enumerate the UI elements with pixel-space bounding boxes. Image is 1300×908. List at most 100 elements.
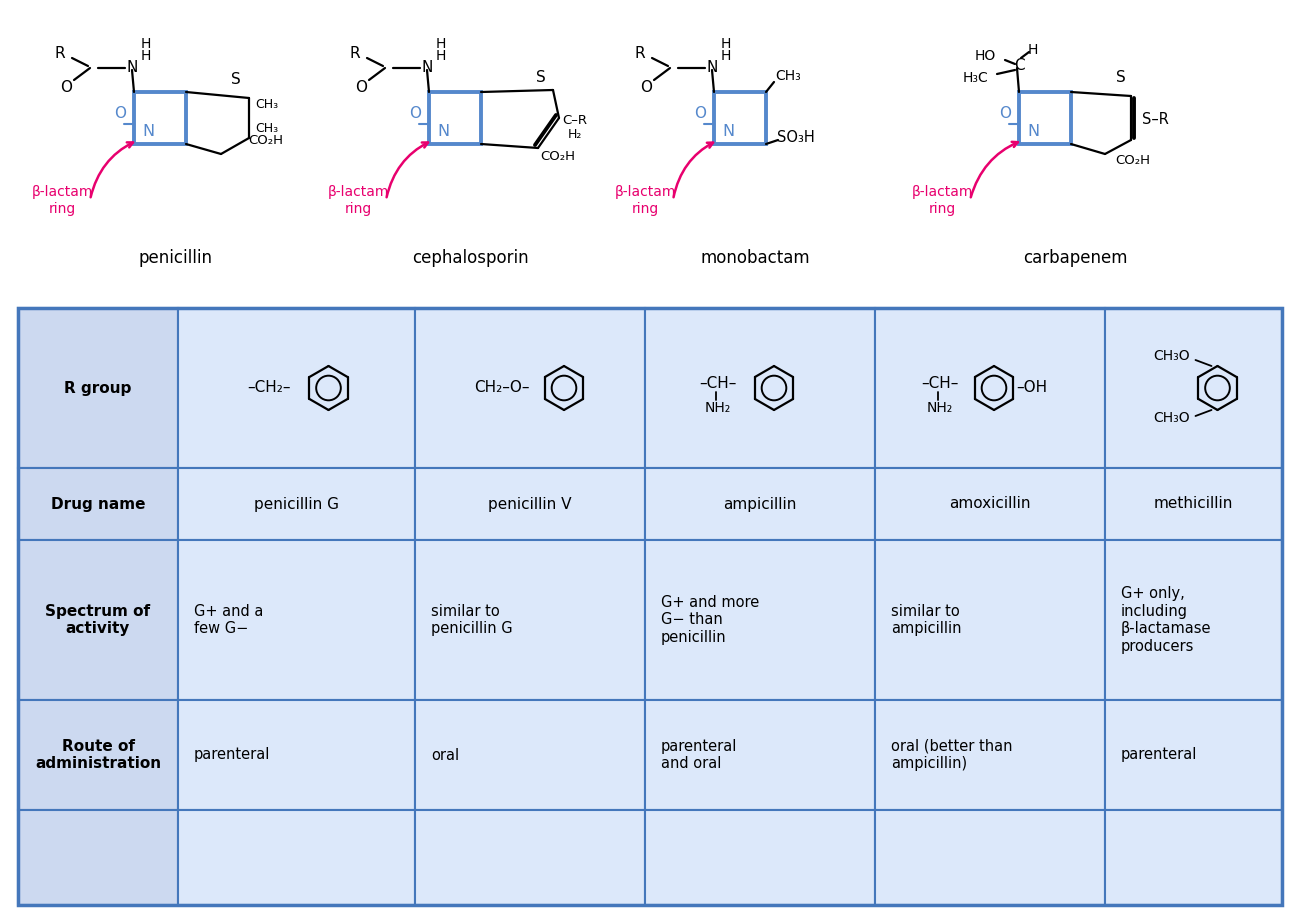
Text: G+ only,
including
β-lactamase
producers: G+ only, including β-lactamase producers xyxy=(1121,587,1212,654)
Text: β-lactam: β-lactam xyxy=(911,185,972,199)
Bar xyxy=(875,540,1105,700)
Bar xyxy=(178,540,415,700)
Text: O: O xyxy=(998,106,1011,122)
Text: HO: HO xyxy=(975,49,996,63)
Text: O: O xyxy=(640,81,653,95)
Text: cephalosporin: cephalosporin xyxy=(412,249,528,267)
Bar xyxy=(415,468,645,540)
Text: S: S xyxy=(1117,71,1126,85)
Text: penicillin V: penicillin V xyxy=(489,497,572,511)
Text: carbapenem: carbapenem xyxy=(1023,249,1127,267)
Bar xyxy=(875,700,1105,810)
Bar xyxy=(645,308,875,468)
Bar xyxy=(415,540,645,700)
Text: S: S xyxy=(536,71,546,85)
Bar xyxy=(178,308,415,468)
Text: N: N xyxy=(421,61,433,75)
Text: amoxicillin: amoxicillin xyxy=(949,497,1031,511)
Bar xyxy=(18,308,1282,905)
Text: monobactam: monobactam xyxy=(701,249,810,267)
Text: CH₃: CH₃ xyxy=(255,122,278,135)
Text: O: O xyxy=(114,106,126,122)
Bar xyxy=(1105,540,1282,700)
Text: C: C xyxy=(1014,58,1024,74)
Bar xyxy=(18,540,178,700)
Bar xyxy=(429,92,481,144)
Text: O: O xyxy=(355,81,367,95)
Text: ring: ring xyxy=(344,202,372,216)
Text: R: R xyxy=(55,46,65,62)
Text: β-lactam: β-lactam xyxy=(328,185,389,199)
Bar xyxy=(875,810,1105,905)
Text: N: N xyxy=(126,61,138,75)
Bar xyxy=(645,540,875,700)
Text: H: H xyxy=(720,37,731,51)
Text: oral (better than
ampicillin): oral (better than ampicillin) xyxy=(891,739,1013,771)
Text: R: R xyxy=(634,46,645,62)
Text: similar to
ampicillin: similar to ampicillin xyxy=(891,604,962,637)
Text: CH₃O: CH₃O xyxy=(1153,411,1190,425)
Bar xyxy=(178,810,415,905)
Bar xyxy=(714,92,766,144)
Text: H: H xyxy=(436,49,446,63)
Text: CH₂–O–: CH₂–O– xyxy=(474,380,530,396)
Text: N: N xyxy=(722,123,734,139)
Text: N: N xyxy=(142,123,155,139)
Text: H: H xyxy=(140,49,151,63)
Text: N: N xyxy=(437,123,448,139)
Text: penicillin: penicillin xyxy=(138,249,212,267)
Text: N: N xyxy=(706,61,718,75)
Text: ring: ring xyxy=(928,202,956,216)
Text: G+ and a
few G−: G+ and a few G− xyxy=(194,604,264,637)
Text: R: R xyxy=(350,46,360,62)
Text: S–R: S–R xyxy=(1141,113,1169,127)
Bar xyxy=(415,810,645,905)
Text: Drug name: Drug name xyxy=(51,497,146,511)
Text: CH₃: CH₃ xyxy=(775,69,801,83)
Text: N: N xyxy=(1027,123,1039,139)
Text: R group: R group xyxy=(64,380,131,396)
Bar xyxy=(645,468,875,540)
Text: H₃C: H₃C xyxy=(962,71,988,85)
Bar xyxy=(415,700,645,810)
Text: –OH: –OH xyxy=(1017,380,1048,396)
Bar xyxy=(1105,468,1282,540)
Text: C–R: C–R xyxy=(563,114,588,126)
Text: NH₂: NH₂ xyxy=(705,401,731,415)
Text: CO₂H: CO₂H xyxy=(248,133,283,146)
Text: H: H xyxy=(436,37,446,51)
Text: CH₃O: CH₃O xyxy=(1153,349,1190,363)
Text: penicillin G: penicillin G xyxy=(254,497,339,511)
Bar xyxy=(1019,92,1071,144)
Text: O: O xyxy=(694,106,706,122)
Text: O: O xyxy=(410,106,421,122)
Bar xyxy=(875,308,1105,468)
Text: –CH–: –CH– xyxy=(699,377,737,391)
Bar xyxy=(178,700,415,810)
Bar xyxy=(645,700,875,810)
Bar xyxy=(875,468,1105,540)
Text: CH₃: CH₃ xyxy=(255,97,278,111)
Bar xyxy=(1105,700,1282,810)
Text: NH₂: NH₂ xyxy=(927,401,953,415)
Bar xyxy=(645,810,875,905)
Bar xyxy=(415,308,645,468)
Text: oral: oral xyxy=(432,747,459,763)
Text: –CH–: –CH– xyxy=(922,377,958,391)
Text: ring: ring xyxy=(632,202,659,216)
Text: ampicillin: ampicillin xyxy=(723,497,797,511)
Text: β-lactam: β-lactam xyxy=(31,185,92,199)
Text: parenteral
and oral: parenteral and oral xyxy=(660,739,737,771)
Text: G+ and more
G− than
penicillin: G+ and more G− than penicillin xyxy=(660,595,759,645)
Text: CO₂H: CO₂H xyxy=(541,150,576,163)
Text: β-lactam: β-lactam xyxy=(615,185,676,199)
Text: H₂: H₂ xyxy=(568,127,582,141)
Text: Spectrum of
activity: Spectrum of activity xyxy=(46,604,151,637)
Bar xyxy=(18,700,178,810)
Text: ring: ring xyxy=(48,202,75,216)
Bar xyxy=(134,92,186,144)
Text: Route of
administration: Route of administration xyxy=(35,739,161,771)
Text: parenteral: parenteral xyxy=(1121,747,1197,763)
Text: H: H xyxy=(1028,43,1039,57)
Bar xyxy=(1105,308,1282,468)
